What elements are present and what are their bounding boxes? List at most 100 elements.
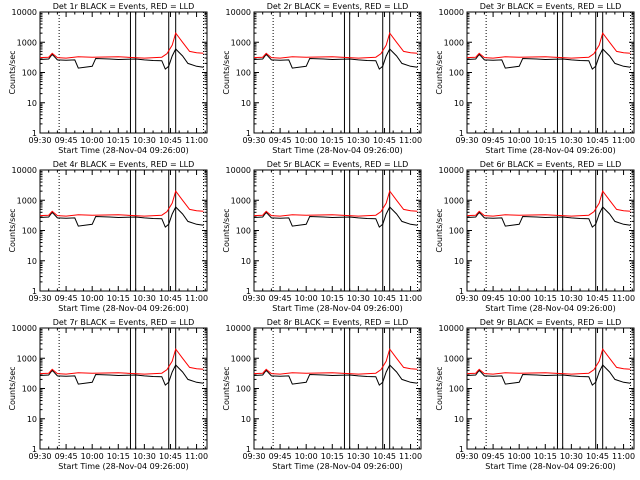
x-tick-label: 09:30 [455, 452, 478, 461]
series-line-events [254, 364, 418, 386]
series-line-events [254, 206, 418, 228]
x-axis-label: Start Time (28-Nov-04 09:26:00) [272, 146, 402, 155]
x-tick-label: 10:30 [560, 452, 583, 461]
plot-frame [253, 11, 422, 134]
y-tick-label: 10 [27, 99, 37, 108]
y-tick-label: 1000 [444, 354, 464, 363]
y-tick-label: 1000 [231, 196, 251, 205]
panel-title: Det 3r BLACK = Events, RED = LLD [480, 2, 622, 11]
x-tick-label: 10:00 [295, 452, 318, 461]
x-tick-label: 10:00 [81, 136, 104, 145]
x-tick-label: 09:45 [55, 452, 78, 461]
x-tick-label: 09:30 [242, 136, 265, 145]
panel-det-9: 1 10 100 1000 10000 09:30 09:45 10:00 10:15 10:30… [435, 318, 635, 471]
y-tick-label: 10000 [12, 324, 37, 333]
y-tick-label: 100 [22, 385, 37, 394]
plot-frame [466, 169, 635, 292]
series-line-lld [40, 189, 204, 217]
x-tick-label: 11:00 [612, 294, 635, 303]
x-axis-label: Start Time (28-Nov-04 09:26:00) [58, 304, 188, 313]
y-tick-label: 1 [32, 287, 37, 296]
x-tick-label: 10:15 [107, 294, 130, 303]
x-axis-label: Start Time (28-Nov-04 09:26:00) [485, 304, 615, 313]
y-tick-label: 1 [459, 445, 464, 454]
plot-frame [253, 327, 422, 450]
x-tick-label: 09:45 [482, 294, 505, 303]
y-tick-label: 10 [454, 415, 464, 424]
y-tick-label: 100 [449, 385, 464, 394]
series-group [40, 189, 204, 228]
x-tick-label: 10:00 [508, 294, 531, 303]
y-tick-label: 1 [32, 129, 37, 138]
y-tick-label: 10 [454, 257, 464, 266]
series-line-events [40, 206, 204, 228]
y-tick-label: 100 [236, 227, 251, 236]
plot-frame [39, 327, 208, 450]
y-tick-label: 1 [459, 129, 464, 138]
plot-frame [466, 11, 635, 134]
x-tick-label: 10:45 [159, 452, 182, 461]
y-tick-label: 1 [246, 287, 251, 296]
series-group [467, 347, 631, 386]
y-tick-label: 1000 [444, 196, 464, 205]
y-tick-label: 1000 [17, 354, 37, 363]
x-tick-label: 10:30 [133, 294, 156, 303]
y-tick-label: 1000 [17, 38, 37, 47]
y-tick-label: 10000 [439, 324, 464, 333]
panel-title: Det 7r BLACK = Events, RED = LLD [53, 318, 195, 327]
x-tick-label: 10:45 [159, 136, 182, 145]
x-tick-label: 11:00 [399, 452, 422, 461]
y-tick-label: 100 [236, 69, 251, 78]
series-group [254, 31, 418, 70]
x-tick-label: 10:00 [81, 452, 104, 461]
series-line-lld [467, 31, 631, 59]
plot-frame [466, 327, 635, 450]
x-axis-label: Start Time (28-Nov-04 09:26:00) [485, 462, 615, 471]
panel-det-1: 1 10 100 1000 10000 09:30 09:45 10:00 10:15 10:30… [8, 2, 208, 155]
x-tick-label: 11:00 [185, 452, 208, 461]
y-tick-label: 10000 [226, 324, 251, 333]
x-tick-label: 10:15 [534, 452, 557, 461]
x-tick-label: 09:45 [482, 452, 505, 461]
x-tick-label: 10:00 [295, 136, 318, 145]
x-tick-label: 10:30 [347, 136, 370, 145]
y-tick-label: 100 [22, 227, 37, 236]
x-tick-label: 09:30 [242, 452, 265, 461]
x-tick-label: 10:45 [373, 136, 396, 145]
panel-title: Det 5r BLACK = Events, RED = LLD [267, 160, 409, 169]
x-tick-label: 10:30 [560, 136, 583, 145]
panel-det-5: 1 10 100 1000 10000 09:30 09:45 10:00 10:15 10:30… [222, 160, 422, 313]
x-tick-label: 09:45 [269, 452, 292, 461]
y-axis-label: Counts/sec [435, 366, 444, 410]
series-line-lld [254, 347, 418, 375]
x-axis-label: Start Time (28-Nov-04 09:26:00) [272, 304, 402, 313]
x-tick-label: 10:00 [508, 452, 531, 461]
series-group [467, 189, 631, 228]
y-tick-label: 1000 [231, 38, 251, 47]
y-tick-label: 10 [27, 257, 37, 266]
series-group [254, 189, 418, 228]
y-tick-label: 100 [449, 227, 464, 236]
y-axis-label: Counts/sec [8, 50, 17, 94]
x-tick-label: 10:00 [508, 136, 531, 145]
x-tick-label: 10:15 [107, 452, 130, 461]
y-tick-label: 10000 [226, 8, 251, 17]
series-line-events [467, 364, 631, 386]
y-tick-label: 1 [459, 287, 464, 296]
x-axis-label: Start Time (28-Nov-04 09:26:00) [58, 462, 188, 471]
series-group [40, 31, 204, 70]
x-tick-label: 10:30 [347, 452, 370, 461]
x-tick-label: 10:45 [373, 294, 396, 303]
y-axis-label: Counts/sec [222, 208, 231, 252]
x-tick-label: 10:45 [586, 452, 609, 461]
x-tick-label: 11:00 [612, 452, 635, 461]
x-tick-label: 11:00 [185, 294, 208, 303]
x-tick-label: 10:45 [159, 294, 182, 303]
panel-title: Det 1r BLACK = Events, RED = LLD [53, 2, 195, 11]
series-line-events [40, 364, 204, 386]
y-axis-label: Counts/sec [435, 208, 444, 252]
y-tick-label: 1 [246, 445, 251, 454]
x-tick-label: 09:30 [28, 294, 51, 303]
panel-det-8: 1 10 100 1000 10000 09:30 09:45 10:00 10:15 10:30… [222, 318, 422, 471]
x-tick-label: 10:15 [107, 136, 130, 145]
